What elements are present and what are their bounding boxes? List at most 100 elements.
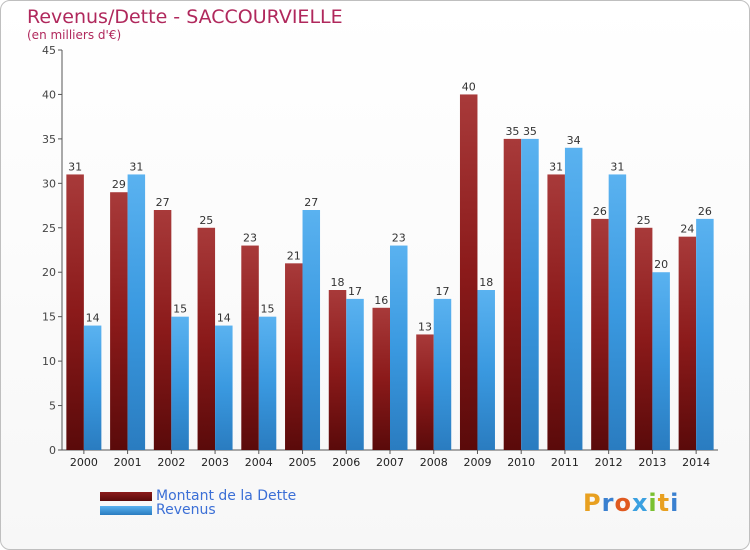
x-tick-label: 2002 [157, 456, 185, 469]
x-tick-label: 2001 [114, 456, 142, 469]
data-label-revenue: 27 [304, 196, 318, 209]
bar-revenue [346, 298, 364, 450]
x-tick-label: 2003 [201, 456, 229, 469]
bar-debt [66, 174, 84, 450]
bar-revenue [258, 316, 277, 450]
bar-revenue [390, 245, 408, 450]
bar-debt [591, 218, 609, 450]
legend-label-revenue: Revenus [156, 502, 216, 518]
y-tick-label: 10 [42, 355, 56, 368]
data-label-revenue: 17 [348, 285, 362, 298]
logo-letter: r [601, 489, 615, 517]
legend-label-debt: Montant de la Dette [156, 488, 297, 504]
bar-debt [459, 94, 478, 450]
bar-revenue [477, 290, 495, 450]
data-label-debt: 26 [593, 205, 607, 218]
data-label-revenue: 17 [435, 285, 449, 298]
bar-revenue [215, 325, 233, 450]
bar-debt [241, 245, 259, 450]
bar-revenue [521, 138, 539, 450]
data-label-debt: 25 [199, 214, 213, 227]
y-tick-label: 15 [42, 311, 56, 324]
data-label-revenue: 31 [129, 160, 143, 173]
data-label-revenue: 35 [523, 125, 537, 138]
chart-title: Revenus/Dette - SACCOURVIELLE [27, 6, 343, 28]
bar-revenue [608, 174, 627, 450]
chart-subtitle: (en milliers d'€) [27, 28, 122, 42]
data-label-debt: 24 [680, 223, 694, 236]
data-label-debt: 23 [243, 232, 257, 245]
data-label-revenue: 18 [479, 276, 493, 289]
logo-letter: o [614, 489, 632, 517]
logo-letter: t [657, 489, 671, 517]
y-tick-label: 30 [42, 177, 56, 190]
y-tick-label: 25 [42, 222, 56, 235]
x-tick-label: 2013 [638, 456, 666, 469]
legend-swatch-revenue [100, 505, 152, 515]
proxiti-logo: Proxiti [583, 489, 679, 517]
x-tick-label: 2014 [682, 456, 710, 469]
x-tick-label: 2009 [463, 456, 491, 469]
x-tick-label: 2004 [245, 456, 273, 469]
x-tick-label: 2005 [289, 456, 317, 469]
x-tick-label: 2012 [595, 456, 623, 469]
bar-debt [328, 290, 347, 450]
data-label-revenue: 15 [261, 303, 275, 316]
legend-swatch-debt [100, 491, 152, 501]
bar-revenue [433, 298, 452, 450]
y-tick-label: 35 [42, 133, 56, 146]
bar-revenue [302, 210, 321, 450]
data-label-revenue: 23 [392, 232, 406, 245]
data-label-revenue: 14 [86, 312, 100, 325]
bar-debt [634, 227, 653, 450]
data-label-revenue: 15 [173, 303, 187, 316]
bar-debt [416, 334, 434, 450]
bar-debt [285, 263, 303, 450]
bar-revenue [564, 147, 583, 450]
data-label-revenue: 31 [610, 160, 624, 173]
data-label-debt: 21 [287, 249, 301, 262]
bar-debt [110, 192, 128, 450]
x-tick-label: 2010 [507, 456, 535, 469]
y-tick-label: 45 [42, 44, 56, 57]
y-tick-label: 40 [42, 88, 56, 101]
logo-letter: i [670, 489, 680, 517]
bar-debt [197, 227, 216, 450]
y-tick-label: 0 [49, 444, 56, 457]
logo-letter: P [583, 489, 602, 517]
bar-revenue [83, 325, 102, 450]
bar-revenue [696, 218, 714, 450]
bar-debt [372, 307, 390, 450]
data-label-revenue: 26 [698, 205, 712, 218]
data-label-debt: 16 [374, 294, 388, 307]
bar-debt [678, 236, 697, 450]
data-label-debt: 35 [505, 125, 519, 138]
bar-revenue [652, 272, 670, 450]
logo-letter: i [648, 489, 658, 517]
x-tick-label: 2011 [551, 456, 579, 469]
data-label-debt: 40 [462, 80, 476, 93]
bar-debt [503, 138, 522, 450]
legend-item-revenue: Revenus [100, 502, 216, 518]
logo-letter: x [631, 489, 649, 517]
data-label-revenue: 20 [654, 258, 668, 271]
y-tick-label: 5 [49, 400, 56, 413]
bar-revenue [171, 316, 189, 450]
data-label-debt: 13 [418, 320, 432, 333]
data-label-revenue: 14 [217, 312, 231, 325]
x-tick-label: 2000 [70, 456, 98, 469]
x-tick-label: 2007 [376, 456, 404, 469]
data-label-debt: 18 [331, 276, 345, 289]
data-label-debt: 27 [156, 196, 170, 209]
x-tick-label: 2008 [420, 456, 448, 469]
y-tick-label: 20 [42, 266, 56, 279]
data-label-debt: 29 [112, 178, 126, 191]
bar-debt [153, 210, 172, 450]
data-label-revenue: 34 [567, 134, 581, 147]
data-label-debt: 31 [549, 160, 563, 173]
data-label-debt: 25 [637, 214, 651, 227]
bar-revenue [127, 174, 146, 450]
bar-debt [547, 174, 565, 450]
legend-item-debt: Montant de la Dette [100, 488, 296, 504]
